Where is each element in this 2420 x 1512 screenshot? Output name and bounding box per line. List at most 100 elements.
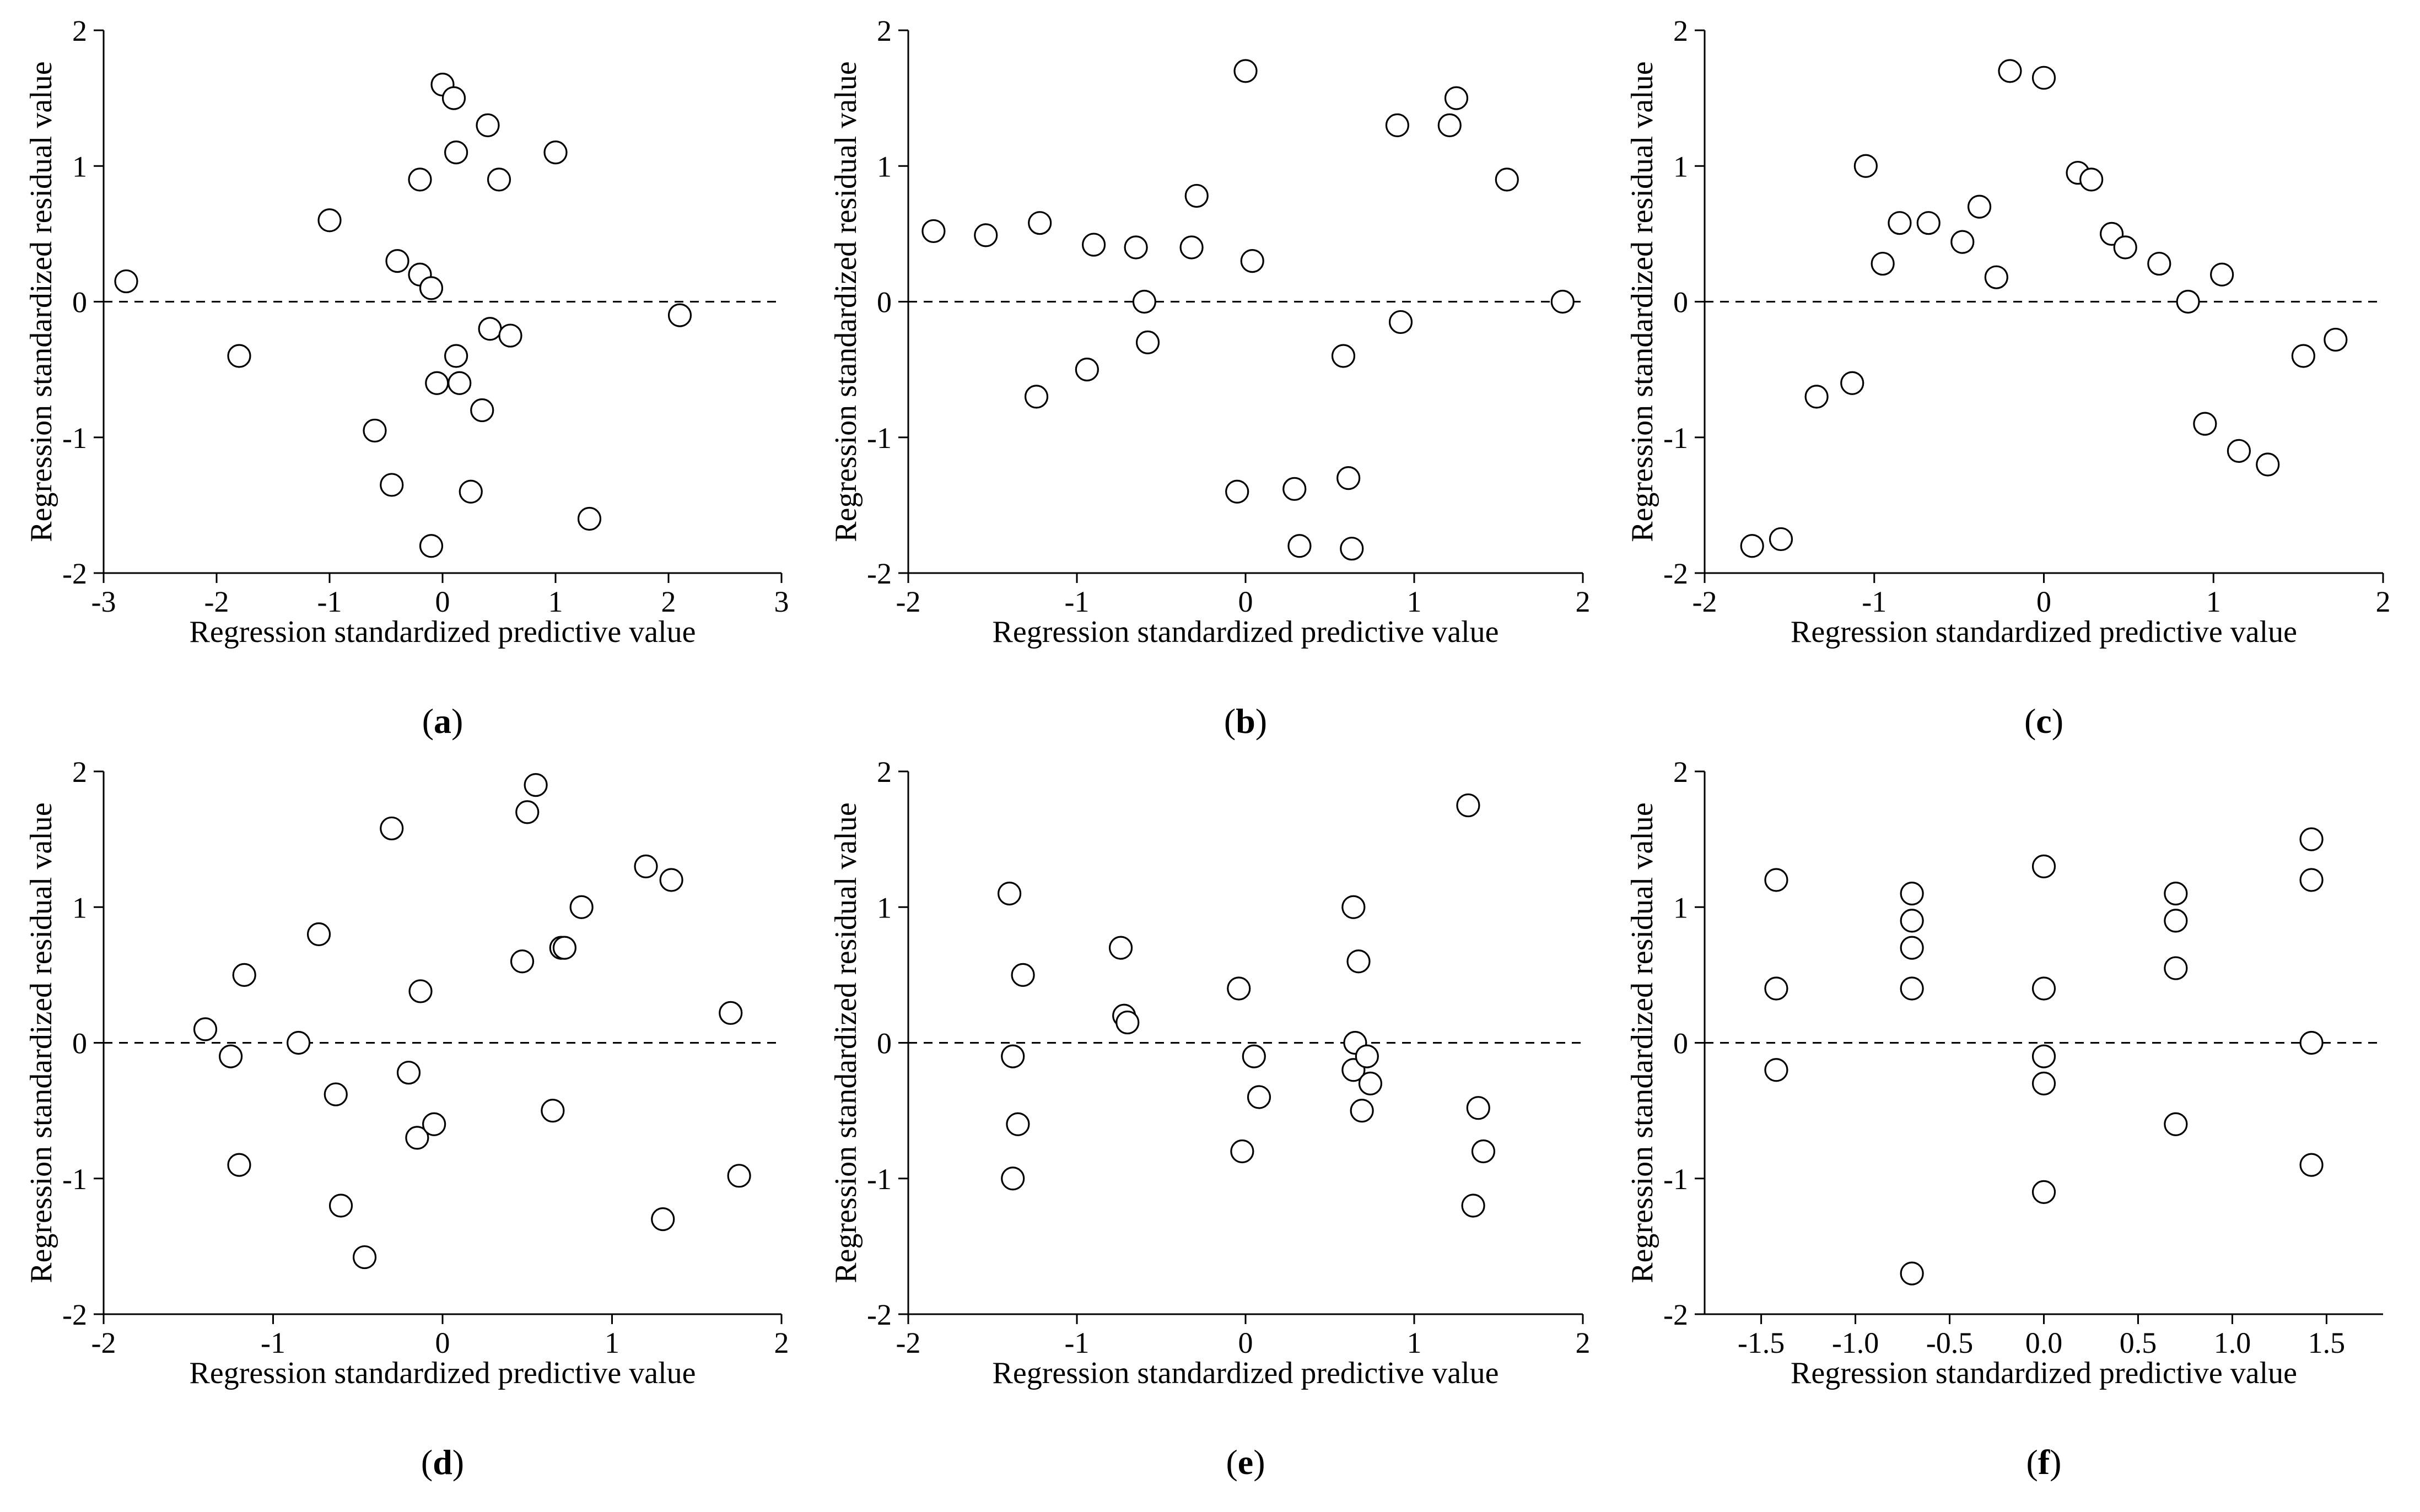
- panel-e: -2 -1 0 1 2 -2 -1 0 1 2 Regression standardized pr…: [829, 755, 1591, 1482]
- caption-paren-close: ): [2050, 1443, 2061, 1482]
- data-point: [1184, 183, 1209, 208]
- data-point: [2147, 251, 2171, 276]
- data-point: [408, 168, 432, 192]
- x-axis-title: Regression standardized predictive value: [993, 1356, 1499, 1390]
- caption-paren-open: (: [1226, 1443, 1237, 1482]
- data-point: [2299, 827, 2324, 851]
- caption-paren-close: ): [1253, 1443, 1265, 1482]
- y-tick-label: 2: [72, 14, 87, 47]
- x-tick-label: -2: [91, 1326, 116, 1359]
- x-axis-title: Regression standardized predictive value: [993, 615, 1499, 649]
- y-axis-title: Regression standardized residual value: [1625, 802, 1659, 1283]
- data-point: [1024, 385, 1049, 409]
- x-tick-label: 1: [548, 585, 563, 618]
- data-point: [193, 1017, 218, 1041]
- data-point: [2031, 66, 2056, 90]
- data-point: [997, 882, 1022, 906]
- caption-letter: c: [2036, 701, 2051, 741]
- data-point: [396, 1061, 421, 1085]
- data-point: [552, 936, 577, 960]
- data-point: [448, 371, 472, 395]
- data-point: [1341, 895, 1366, 919]
- y-tick-label: 1: [877, 891, 892, 924]
- data-point: [1225, 479, 1249, 504]
- data-point: [2079, 168, 2104, 192]
- y-tick-label: 2: [1673, 755, 1688, 789]
- data-point: [1336, 466, 1361, 490]
- y-axis-title: Regression standardized residual value: [1625, 61, 1659, 542]
- x-tick-label: 0: [435, 585, 450, 618]
- data-point: [1998, 59, 2022, 83]
- x-tick-label: 1: [1407, 1326, 1422, 1359]
- data-point: [1888, 211, 1912, 235]
- data-point: [510, 949, 535, 974]
- panel-c: -2 -1 0 1 2 -2 -1 0 1 2 Regression standardized pr…: [1625, 14, 2391, 741]
- caption-paren-close: ): [452, 1443, 464, 1482]
- data-point: [444, 344, 468, 368]
- caption-letter: e: [1238, 1443, 1253, 1482]
- x-tick-label: -2: [896, 1326, 921, 1359]
- data-point: [1769, 527, 1793, 552]
- data-point: [219, 1044, 243, 1068]
- y-tick-label: -2: [62, 1298, 87, 1331]
- data-point: [324, 1082, 348, 1106]
- data-point: [719, 1001, 743, 1025]
- data-point: [921, 219, 946, 244]
- data-point: [1179, 235, 1204, 260]
- data-point: [1081, 233, 1106, 257]
- data-point: [2031, 1071, 2056, 1095]
- data-point: [1230, 1139, 1254, 1164]
- data-point: [1240, 249, 1264, 273]
- data-point: [1287, 534, 1312, 558]
- data-point: [1001, 1044, 1025, 1068]
- data-point: [667, 303, 692, 327]
- x-tick-label: -1: [1065, 585, 1090, 618]
- x-tick-label: -3: [91, 585, 116, 618]
- x-tick-label: 1: [605, 1326, 619, 1359]
- data-point: [328, 1194, 353, 1218]
- data-point: [2164, 909, 2188, 933]
- data-point: [1282, 477, 1307, 501]
- data-point: [1456, 793, 1480, 818]
- data-point: [476, 113, 500, 137]
- x-tick-label: 0: [1238, 585, 1253, 618]
- data-point: [727, 1164, 751, 1188]
- data-point: [1135, 330, 1160, 354]
- data-point: [1028, 211, 1052, 235]
- data-point: [1227, 976, 1251, 1001]
- data-point: [1350, 1099, 1374, 1123]
- y-axis-title: Regression standardized residual value: [829, 61, 863, 542]
- x-tick-label: -1: [261, 1326, 285, 1359]
- data-point: [2164, 882, 2188, 906]
- y-tick-label: -2: [867, 557, 892, 590]
- y-tick-label: 2: [1673, 14, 1688, 47]
- y-tick-label: -2: [1663, 1298, 1688, 1331]
- caption-paren-close: ): [451, 701, 463, 741]
- data-point: [1242, 1044, 1266, 1068]
- data-point: [1900, 976, 1924, 1001]
- data-point: [2227, 439, 2251, 463]
- data-point: [1764, 976, 1788, 1001]
- y-tick-label: -1: [1663, 422, 1688, 455]
- y-tick-label: -2: [1663, 557, 1688, 590]
- data-point: [1124, 235, 1148, 260]
- data-point: [1984, 265, 2008, 289]
- data-point: [2299, 1030, 2324, 1055]
- data-point: [2256, 452, 2280, 477]
- panel-caption: (d): [421, 1443, 464, 1482]
- caption-letter: d: [433, 1443, 452, 1482]
- data-point: [1466, 1096, 1490, 1120]
- data-point: [651, 1207, 675, 1232]
- data-point: [577, 506, 602, 531]
- data-point: [444, 141, 468, 165]
- panel-d: -2 -1 0 1 2 -2 -1 0 1 2 Regression standardized pr…: [24, 755, 789, 1482]
- data-point: [487, 168, 511, 192]
- data-point: [232, 963, 256, 987]
- data-point: [2164, 956, 2188, 980]
- x-tick-label: 3: [774, 585, 789, 618]
- data-point: [1804, 385, 1829, 409]
- data-point: [1006, 1112, 1030, 1136]
- data-point: [1495, 168, 1519, 192]
- y-tick-label: 1: [72, 150, 87, 183]
- data-point: [2176, 289, 2200, 314]
